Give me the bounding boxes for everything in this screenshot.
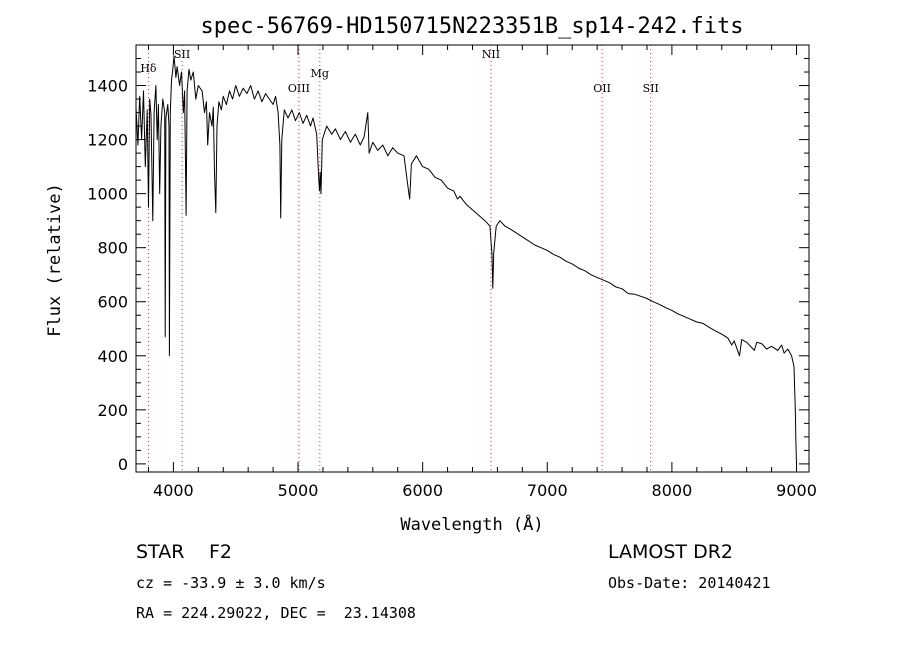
object-class: STAR [136,541,185,563]
marker-label: NII [482,48,500,61]
redshift-text: cz = -33.9 ± 3.0 km/s [136,574,326,592]
spectrum-line [135,55,797,464]
x-tick-label: 7000 [527,481,568,500]
plot-frame [135,44,810,473]
spectrum-series [135,55,797,464]
x-tick-label: 4000 [153,481,194,500]
x-tick-label: 5000 [278,481,319,500]
coordinates-text: RA = 224.29022, DEC = 23.14308 [136,604,416,622]
marker-label: Mg [311,67,329,80]
marker-label: SII [174,48,190,61]
y-tick-label: 1000 [87,185,128,204]
y-tick-label: 200 [97,401,128,420]
x-axis-ticks: 4000 5000 6000 7000 8000 9000 [147,45,817,500]
y-tick-label: 800 [97,239,128,258]
marker-label: OIII [288,82,310,95]
y-tick-label: 400 [97,347,128,366]
x-tick-label: 6000 [402,481,443,500]
y-axis-label: Flux (relative) [45,183,65,337]
x-tick-label: 9000 [776,481,817,500]
y-tick-label: 1200 [87,131,128,150]
marker-label: SII [643,82,659,95]
y-axis-ticks: 0 200 400 600 800 1000 1200 1400 [87,58,809,474]
marker-label: OII [593,82,611,95]
x-tick-label: 8000 [652,481,693,500]
marker-label: Hδ [140,62,157,75]
y-tick-label: 0 [118,455,128,474]
chart-title: spec-56769-HD150715N223351B_sp14-242.fit… [200,14,743,39]
object-subclass: F2 [209,541,233,563]
x-axis-label: Wavelength (Å) [400,513,543,535]
y-tick-label: 1400 [87,77,128,96]
survey-name: LAMOST DR2 [608,541,733,563]
y-tick-label: 600 [97,293,128,312]
obs-date: Obs-Date: 20140421 [608,574,771,592]
